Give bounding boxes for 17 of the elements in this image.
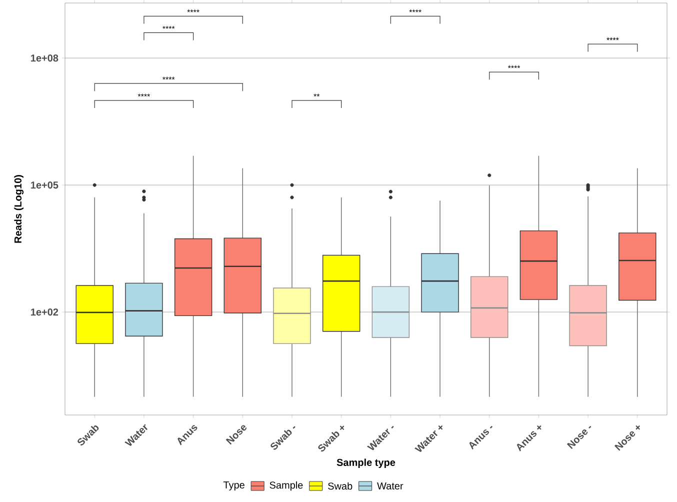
legend-label: Sample [270,481,303,491]
annotation: **** [409,9,422,12]
legend-label: Swab [328,482,352,490]
annotation: **** [187,9,200,12]
legend-label: Water [377,482,404,490]
annotation: **** [606,37,619,40]
y-tick-label: 1e+05 [31,182,58,189]
x-axis-title: Sample type [336,458,396,468]
annotation: **** [508,65,520,68]
annotation: ** [314,94,320,96]
annotation: **** [162,26,175,29]
annotation: **** [138,94,150,96]
legend-title: Type [223,482,244,490]
y-tick-label: 1e+08 [31,54,58,62]
y-axis-title: Reads (Log10) [14,175,24,243]
y-tick-label: 1e+02 [31,308,58,316]
annotation: **** [162,76,175,80]
